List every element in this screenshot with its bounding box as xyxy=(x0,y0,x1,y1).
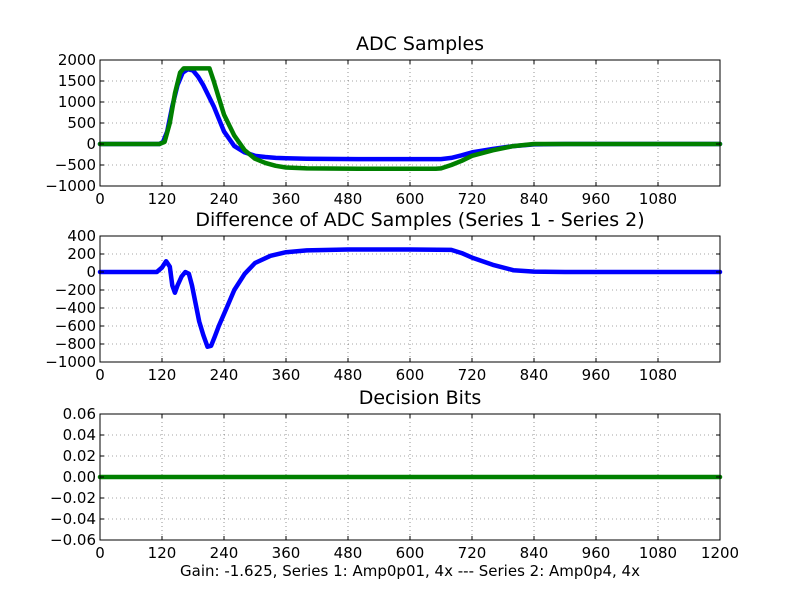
x-tick-label: 0 xyxy=(95,544,105,562)
x-tick-label: 240 xyxy=(210,190,239,208)
chart-panel-1: 0 120 240 360 480 600 720 840 960 1080 −1000 −500 0 5… xyxy=(45,33,723,208)
chart-panel-2: 0 120 240 360 480 600 720 840 960 1080 −1000−800−6… xyxy=(45,209,723,384)
y-tick-label: 0.00 xyxy=(63,468,96,486)
y-tick-label: −0.06 xyxy=(50,531,96,549)
y-tick-label: −500 xyxy=(55,156,96,174)
x-tick-label: 0 xyxy=(95,366,105,384)
chart-title: Decision Bits xyxy=(359,387,482,409)
x-tick-label: 960 xyxy=(582,544,611,562)
chart-panel-3: 0 120 240 360 480 600 720 840 960 1080 1200 −0.06 −0… xyxy=(50,387,739,562)
y-tick-label: 0.04 xyxy=(63,426,96,444)
x-tick-label: 240 xyxy=(210,544,239,562)
y-tick-label: −200 xyxy=(55,281,96,299)
y-tick-label: −600 xyxy=(55,317,96,335)
x-tick-label: 120 xyxy=(148,190,177,208)
chart-title: ADC Samples xyxy=(356,33,484,55)
y-tick-label: 0.06 xyxy=(63,405,96,423)
y-tick-label: −0.02 xyxy=(50,489,96,507)
y-tick-label: −400 xyxy=(55,299,96,317)
y-tick-label: 1000 xyxy=(58,93,96,111)
x-tick-label: 360 xyxy=(272,190,301,208)
x-tick-label: 720 xyxy=(458,544,487,562)
x-tick-label: 480 xyxy=(334,366,363,384)
figure-caption: Gain: -1.625, Series 1: Amp0p01, 4x --- … xyxy=(180,562,640,580)
x-tick-label: 960 xyxy=(582,366,611,384)
y-tick-label: 200 xyxy=(67,245,96,263)
y-tick-label: 1500 xyxy=(58,72,96,90)
x-tick-label: 1200 xyxy=(701,544,739,562)
y-tick-label: −800 xyxy=(55,335,96,353)
y-tick-label: 400 xyxy=(67,227,96,245)
x-tick-label: 480 xyxy=(334,544,363,562)
series-line-2 xyxy=(97,66,723,172)
x-tick-label: 360 xyxy=(272,544,301,562)
y-tick-label: −0.04 xyxy=(50,510,96,528)
x-tick-label: 120 xyxy=(148,544,177,562)
y-tick-label: −1000 xyxy=(45,353,96,371)
x-tick-label: 840 xyxy=(520,190,549,208)
chart-title: Difference of ADC Samples (Series 1 - Se… xyxy=(195,209,644,231)
y-tick-label: 500 xyxy=(67,114,96,132)
x-tick-label: 360 xyxy=(272,366,301,384)
x-tick-label: 480 xyxy=(334,190,363,208)
y-tick-label: 0 xyxy=(86,263,96,281)
x-tick-label: 600 xyxy=(396,544,425,562)
x-tick-label: 240 xyxy=(210,366,239,384)
x-tick-label: 960 xyxy=(582,190,611,208)
x-tick-label: 1080 xyxy=(639,366,677,384)
x-tick-label: 840 xyxy=(520,366,549,384)
x-tick-label: 1080 xyxy=(639,190,677,208)
y-tick-label: 0.02 xyxy=(63,447,96,465)
x-tick-label: 120 xyxy=(148,366,177,384)
x-tick-label: 720 xyxy=(458,366,487,384)
y-tick-label: −1000 xyxy=(45,177,96,195)
x-tick-label: 1080 xyxy=(639,544,677,562)
y-tick-label: 0 xyxy=(86,135,96,153)
series-line-1 xyxy=(97,247,723,349)
x-tick-label: 840 xyxy=(520,544,549,562)
plots: 0 120 240 360 480 600 720 840 960 1080 −1000 −500 0 5… xyxy=(45,33,739,562)
y-tick-label: 2000 xyxy=(58,51,96,69)
x-tick-label: 600 xyxy=(396,366,425,384)
x-tick-label: 600 xyxy=(396,190,425,208)
x-tick-label: 720 xyxy=(458,190,487,208)
x-tick-label: 0 xyxy=(95,190,105,208)
